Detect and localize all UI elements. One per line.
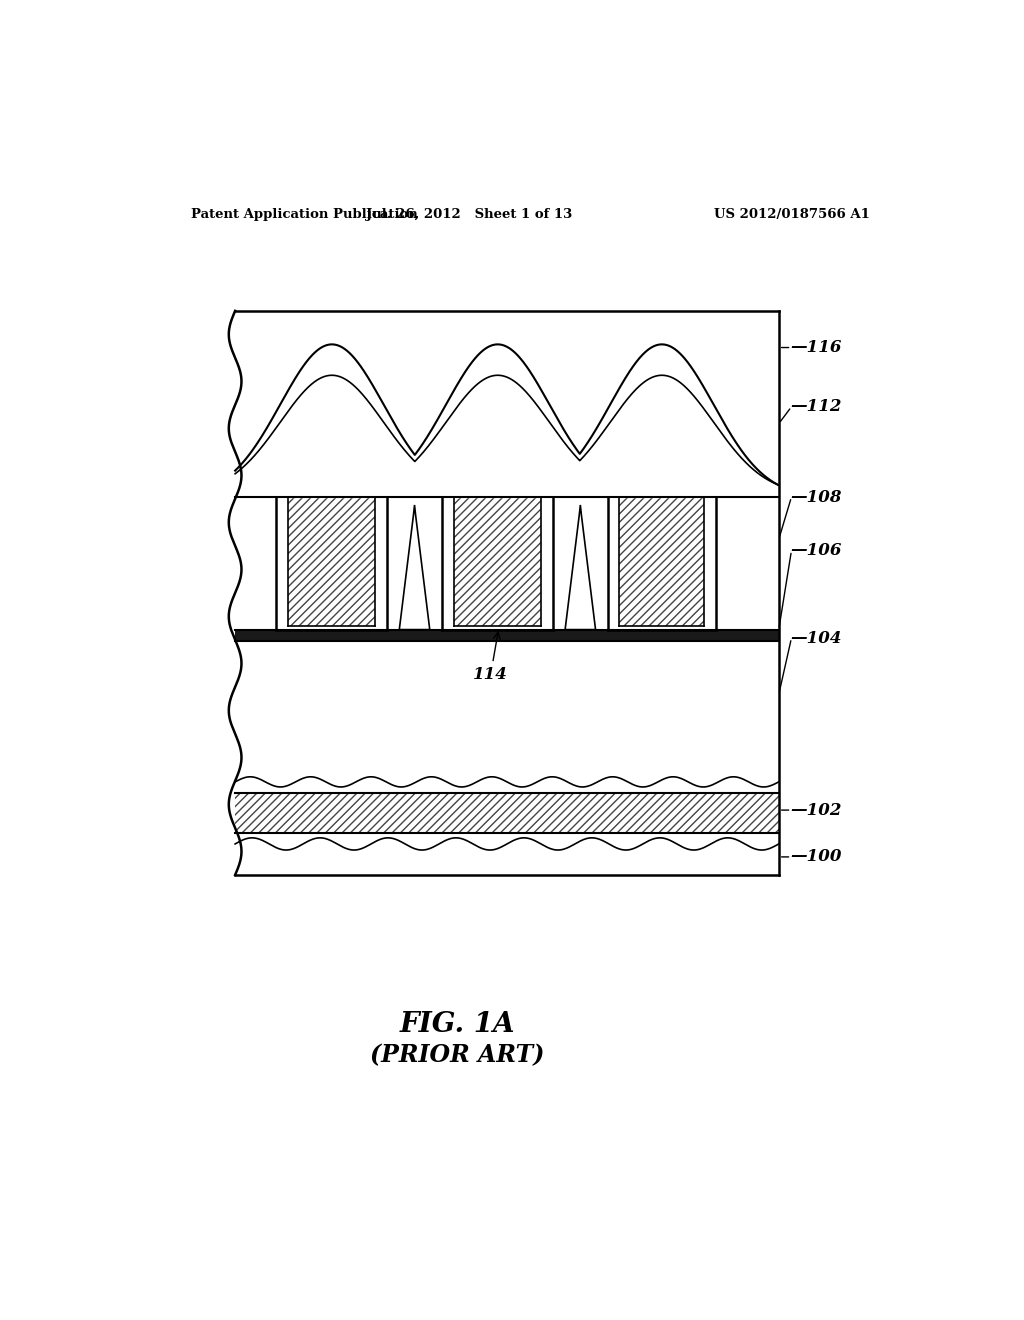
Bar [288,498,376,626]
Bar [236,498,779,630]
Bar [236,310,779,875]
Text: Patent Application Publication: Patent Application Publication [191,207,418,220]
Text: —116: —116 [791,339,842,356]
Bar [620,498,705,626]
Text: —106: —106 [791,543,842,560]
Text: —112: —112 [791,399,842,416]
Text: (PRIOR ART): (PRIOR ART) [370,1043,545,1067]
Bar [236,630,779,640]
Text: 114: 114 [473,632,508,684]
Text: FIG. 1A: FIG. 1A [399,1011,515,1038]
Text: —100: —100 [791,849,842,866]
Polygon shape [399,506,430,630]
Text: —102: —102 [791,801,842,818]
Text: Jul. 26, 2012   Sheet 1 of 13: Jul. 26, 2012 Sheet 1 of 13 [367,207,572,220]
Bar [236,793,779,833]
Bar [454,498,542,626]
Text: —108: —108 [791,488,842,506]
Bar [236,793,779,833]
Text: US 2012/0187566 A1: US 2012/0187566 A1 [714,207,870,220]
Polygon shape [565,506,596,630]
Text: —104: —104 [791,630,842,647]
